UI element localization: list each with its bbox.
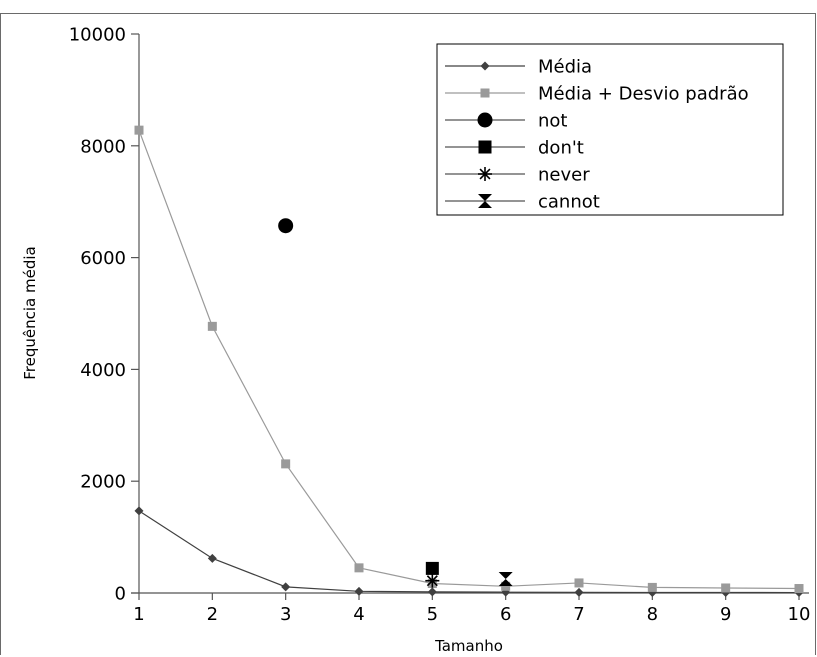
data-point — [498, 572, 513, 587]
legend-label: not — [538, 111, 567, 132]
data-point — [134, 125, 144, 135]
x-tick-label: 1 — [133, 604, 144, 625]
legend-marker — [478, 194, 492, 208]
data-point — [647, 582, 657, 592]
chart-frame — [0, 13, 816, 655]
x-tick-label: 10 — [788, 604, 811, 625]
x-tick-label: 9 — [720, 604, 731, 625]
series-line — [138, 129, 800, 590]
y-tick-label: 10000 — [69, 25, 126, 46]
legend-label: cannot — [538, 192, 600, 213]
data-point — [425, 561, 439, 575]
data-point — [721, 583, 731, 593]
data-point — [207, 321, 217, 331]
legend-item: Média — [445, 57, 592, 78]
legend-marker — [478, 140, 492, 154]
x-tick-label: 2 — [207, 604, 218, 625]
legend-marker — [480, 61, 490, 71]
series-line — [138, 510, 800, 594]
legend-item: don't — [445, 138, 584, 159]
data-point — [281, 459, 291, 469]
legend-marker — [478, 167, 492, 181]
data-point — [501, 581, 511, 591]
x-tick-label: 6 — [500, 604, 511, 625]
chart-axes: 0 2000 4000 6000 8000 10000 1 2 3 4 5 6 7 8 9 10 — [69, 25, 811, 626]
legend-item: never — [445, 165, 590, 186]
legend-label: never — [538, 165, 590, 186]
data-point — [354, 586, 364, 596]
legend-item: cannot — [445, 192, 600, 213]
chart-plot-area — [134, 125, 804, 598]
x-tick-label: 3 — [280, 604, 291, 625]
data-point — [134, 506, 144, 516]
chart-legend: Média Média + Desvio padrão not don't never c… — [436, 43, 784, 216]
series-4 — [425, 573, 440, 588]
y-axis-title: Frequência média — [21, 246, 39, 379]
data-point — [281, 582, 291, 592]
data-point — [574, 578, 584, 588]
legend-marker-stroke — [479, 168, 491, 180]
legend-box — [436, 43, 784, 216]
x-axis-title: Tamanho — [434, 637, 503, 655]
data-point — [574, 587, 584, 597]
data-point — [207, 553, 217, 563]
x-tick-label: 7 — [573, 604, 584, 625]
data-point-stroke — [426, 575, 438, 587]
data-point — [425, 573, 440, 588]
legend-label: don't — [538, 138, 584, 159]
series-5 — [498, 572, 513, 587]
data-point — [354, 563, 364, 573]
legend-label: Média — [538, 57, 592, 78]
data-point — [794, 584, 804, 594]
x-tick-label: 5 — [427, 604, 438, 625]
series-2 — [278, 218, 294, 234]
y-tick-label: 8000 — [80, 136, 126, 157]
legend-item: not — [445, 111, 567, 132]
y-tick-label: 4000 — [80, 360, 126, 381]
legend-marker — [480, 88, 490, 98]
data-point — [427, 587, 437, 597]
y-tick-label: 0 — [115, 584, 126, 605]
series-3 — [425, 561, 439, 575]
x-tick-label: 4 — [353, 604, 364, 625]
legend-label: Média + Desvio padrão — [538, 84, 749, 105]
x-tick-label: 8 — [647, 604, 658, 625]
series-0 — [134, 506, 804, 598]
y-tick-label: 6000 — [80, 248, 126, 269]
data-point — [278, 218, 294, 234]
legend-marker — [477, 112, 493, 128]
y-tick-label: 2000 — [80, 472, 126, 493]
legend-item: Média + Desvio padrão — [445, 84, 749, 105]
